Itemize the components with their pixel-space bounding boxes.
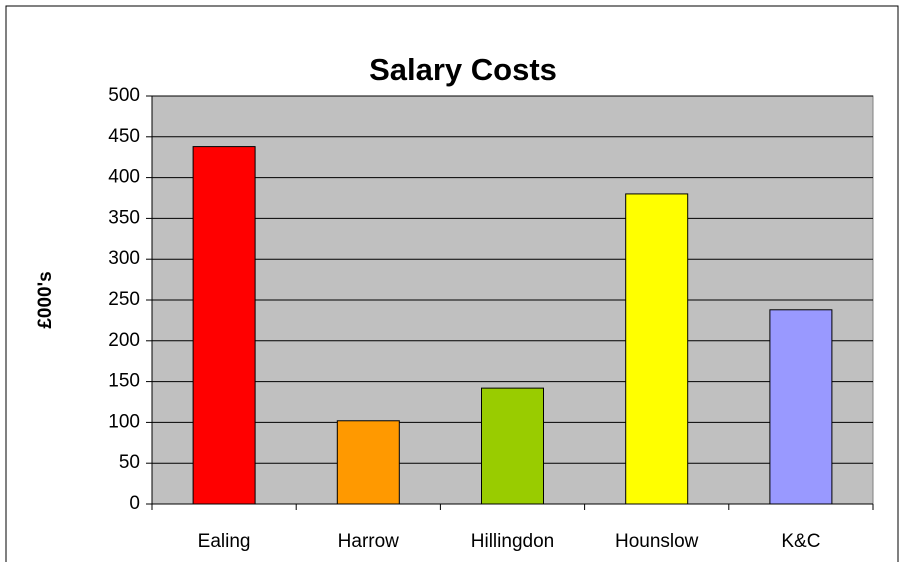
y-tick-label: 200 <box>108 330 140 351</box>
bar <box>625 193 689 505</box>
y-tick-label: 50 <box>119 452 140 473</box>
bar <box>336 420 400 505</box>
bar <box>481 387 544 505</box>
bar <box>769 309 833 505</box>
y-tick-label: 350 <box>108 207 140 228</box>
x-tick-label: K&C <box>781 531 820 552</box>
y-tick-label: 100 <box>108 411 140 432</box>
y-tick-label: 500 <box>108 85 140 106</box>
y-tick-label: 250 <box>108 289 140 310</box>
y-tick-label: 150 <box>108 371 140 392</box>
chart-border <box>5 5 899 562</box>
x-tick-label: Hillingdon <box>471 531 554 552</box>
x-tick-label: Harrow <box>338 531 400 552</box>
y-tick-label: 300 <box>108 248 140 269</box>
x-tick-label: Ealing <box>198 531 251 552</box>
x-tick-label: Hounslow <box>615 531 699 552</box>
y-tick-label: 0 <box>129 493 140 514</box>
bar <box>192 146 256 505</box>
y-tick-label: 400 <box>108 167 140 188</box>
y-axis-label: £000's <box>35 271 56 328</box>
chart-title: Salary Costs <box>369 52 557 87</box>
y-tick-label: 450 <box>108 126 140 147</box>
